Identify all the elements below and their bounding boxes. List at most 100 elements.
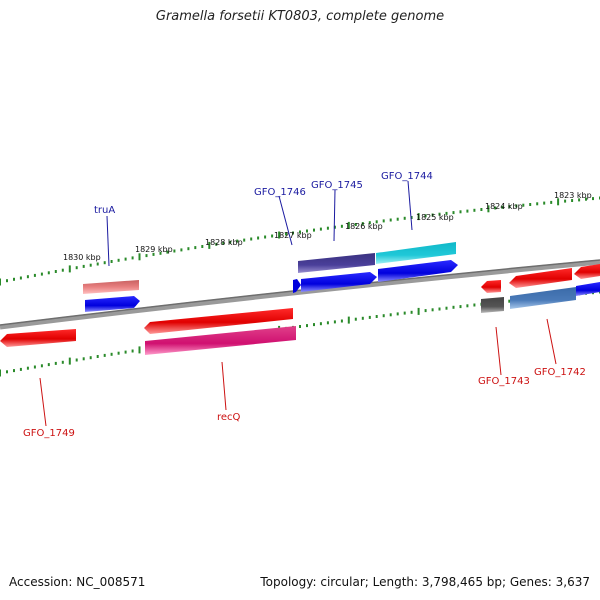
gene-label-gfo-1746: GFO_1746 [254, 187, 306, 198]
ruler-major-tick [138, 346, 141, 354]
ruler-minor-tick [410, 310, 413, 314]
gene-gfo-1744-feature[interactable] [376, 242, 456, 264]
gene-label-gfo-1744: GFO_1744 [381, 171, 433, 182]
genome-backbone [0, 259, 600, 330]
ruler-ticks-upper [0, 196, 600, 286]
gene-blue-feature-4[interactable] [576, 282, 600, 296]
map-title: Gramella forsetii KT0803, complete genom… [155, 9, 445, 24]
ruler-minor-tick [264, 235, 267, 239]
ruler-minor-tick [40, 364, 43, 368]
ruler-major-tick [68, 265, 71, 273]
gene-gfo-1743-feature[interactable] [481, 297, 504, 313]
gene-blue-feature-3[interactable] [378, 260, 458, 282]
ruler-minor-tick [515, 204, 518, 208]
gene-blue-feature-1[interactable] [85, 296, 140, 312]
gene-label-gfo-1742: GFO_1742 [534, 367, 586, 378]
ruler-minor-tick [452, 211, 455, 215]
ruler-minor-tick [6, 370, 8, 374]
ruler-minor-tick [89, 356, 92, 360]
leader-gfo-1745 [333, 189, 336, 242]
ruler-minor-tick [243, 238, 246, 242]
ruler-minor-tick [382, 219, 385, 223]
ruler-minor-tick [47, 271, 50, 275]
ruler-minor-tick [19, 367, 22, 371]
ruler-minor-tick [96, 355, 99, 358]
genome-summary-text: Topology: circular; Length: 3,798,465 bp… [260, 575, 590, 589]
gene-trua-feature[interactable] [83, 280, 139, 294]
ruler-minor-tick [389, 218, 392, 222]
ruler-minor-tick [285, 232, 287, 236]
ruler-minor-tick [368, 315, 371, 319]
ruler-minor-tick [571, 199, 574, 202]
gene-label-gfo-1745: GFO_1745 [311, 180, 363, 191]
ruler-minor-tick [361, 316, 364, 320]
gene-label-recq: recQ [217, 412, 241, 423]
ruler-minor-tick [61, 360, 64, 364]
ruler-minor-tick [529, 203, 532, 206]
ruler-minor-tick [26, 275, 29, 279]
ruler-label-1826: 1826 kbp [345, 222, 383, 231]
ruler-minor-tick [473, 208, 476, 212]
ruler-minor-tick [194, 246, 197, 250]
ruler-minor-tick [459, 305, 462, 309]
ruler-minor-tick [550, 200, 553, 204]
ruler-minor-tick [396, 312, 399, 316]
gene-red-feature-right-1[interactable] [509, 268, 572, 288]
accession-text: Accession: NC_008571 [9, 575, 146, 589]
ruler-minor-tick [438, 307, 441, 311]
ruler-minor-tick [82, 264, 85, 268]
ruler-minor-tick [452, 305, 455, 309]
ruler-minor-tick [299, 325, 301, 328]
ruler-minor-tick [326, 226, 329, 230]
gene-gfo-1746-feature[interactable] [293, 279, 301, 293]
ruler-minor-tick [19, 276, 22, 280]
ruler-major-tick [208, 241, 211, 249]
ruler-minor-tick [466, 304, 469, 308]
gene-red-feature-small[interactable] [481, 280, 501, 293]
ruler-major-tick [278, 231, 281, 239]
leader-gfo-1744 [407, 180, 413, 231]
ruler-minor-tick [459, 210, 462, 214]
ruler-minor-tick [82, 357, 85, 361]
ruler-minor-tick [131, 349, 134, 353]
gene-red-feature-right-2[interactable] [574, 264, 600, 279]
ruler-minor-tick [494, 206, 497, 210]
ruler-minor-tick [508, 299, 511, 303]
ruler-minor-tick [117, 351, 120, 355]
gene-recq-feature[interactable] [145, 326, 296, 355]
gene-blue-feature-2[interactable] [301, 272, 377, 292]
ruler-minor-tick [313, 323, 315, 327]
ruler-minor-tick [480, 208, 483, 211]
ruler-minor-tick [173, 249, 176, 253]
ruler-minor-tick [564, 199, 567, 203]
ruler-minor-tick [54, 270, 57, 273]
ruler-minor-tick [250, 237, 253, 241]
leader-gfo-1749 [39, 377, 47, 427]
ruler-minor-tick [326, 321, 329, 325]
ruler-minor-tick [26, 366, 29, 370]
ruler-minor-tick [543, 201, 546, 205]
ruler-minor-tick [110, 352, 113, 356]
gene-red-feature-recq-upper[interactable] [144, 308, 293, 334]
gene-gfo-1742-feature[interactable] [510, 287, 576, 309]
ruler-minor-tick [110, 260, 113, 263]
ruler-minor-tick [396, 217, 399, 221]
ruler-minor-tick [431, 213, 434, 217]
ruler-minor-tick [375, 220, 378, 224]
ruler-minor-tick [292, 231, 294, 235]
gene-gfo-1745-feature[interactable] [298, 253, 375, 273]
ruler-minor-tick [306, 324, 308, 328]
genome-backbone-edge [0, 259, 600, 326]
ruler-label-1829: 1829 kbp [135, 245, 173, 254]
ruler-minor-tick [271, 234, 274, 238]
ruler-minor-tick [75, 358, 78, 362]
leader-gfo-1742 [546, 318, 557, 365]
ruler-minor-tick [13, 369, 15, 373]
leader-trua [106, 215, 110, 267]
gene-gfo-1749-feature[interactable] [0, 329, 76, 347]
ruler-minor-tick [319, 322, 322, 326]
gene-label-trua: truA [94, 205, 115, 216]
ruler-minor-tick [431, 308, 434, 312]
ruler-minor-tick [257, 236, 260, 240]
